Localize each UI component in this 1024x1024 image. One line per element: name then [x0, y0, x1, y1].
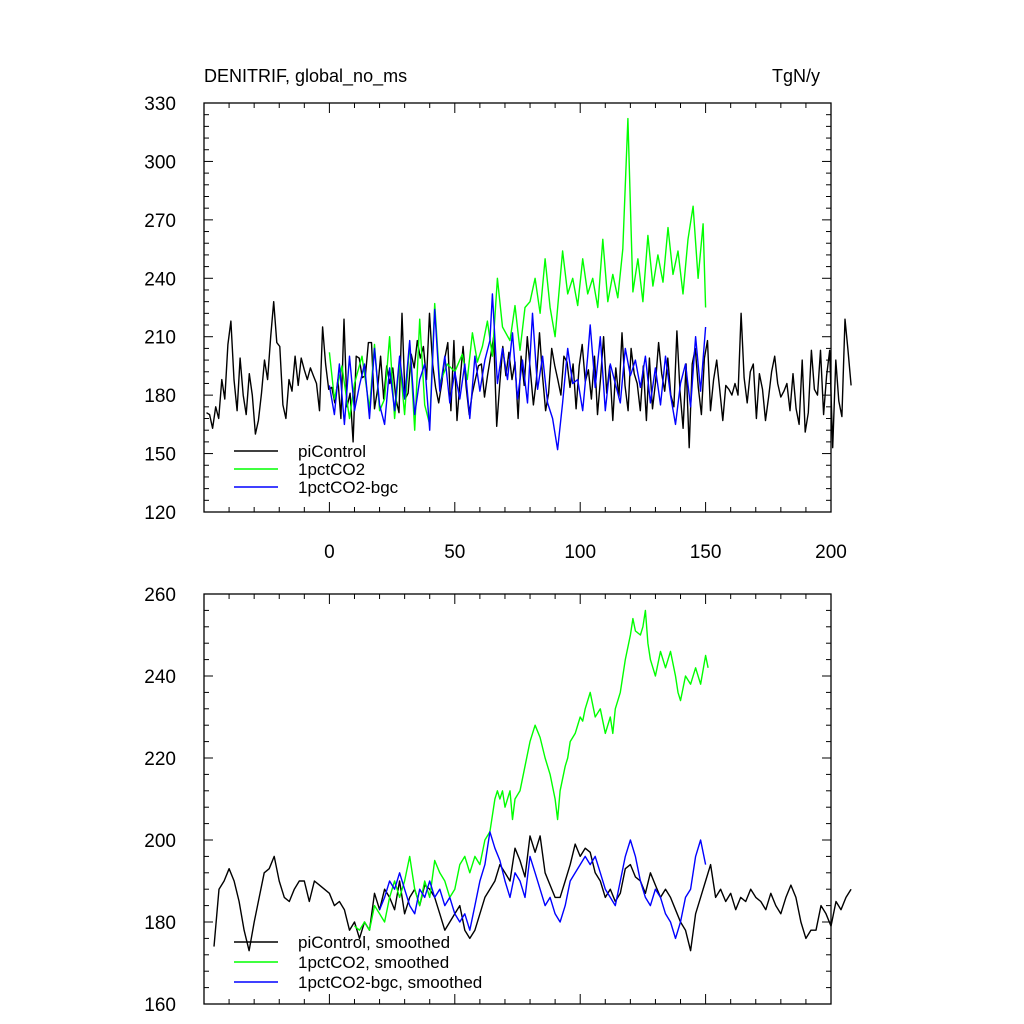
units-label: TgN/y: [772, 66, 820, 86]
top-series-layer: [206, 117, 852, 451]
series-line-2: [328, 117, 707, 431]
y-tick-label: 200: [144, 831, 176, 852]
x-tick-label: 0: [324, 542, 335, 563]
plot-frame: [203, 102, 832, 513]
y-tick-label: 210: [144, 328, 176, 349]
series-line-1: [213, 835, 852, 952]
legend-label: 1pctCO2: [298, 460, 365, 479]
top-panel: DENITRIF, global_no_ms TgN/y 120 150 180 21…: [144, 66, 852, 563]
legend-label: 1pctCO2-bgc: [298, 478, 399, 497]
plot-frame: [203, 593, 832, 1005]
x-tick-label: 200: [815, 542, 847, 563]
legend-label: piControl, smoothed: [298, 933, 450, 952]
series-line-1: [206, 301, 852, 449]
y-tick-label: 220: [144, 749, 176, 770]
y-tick-label: 120: [144, 503, 176, 524]
legend-label: 1pctCO2-bgc, smoothed: [298, 973, 482, 992]
series-line-2: [354, 609, 709, 931]
y-tick-label: 330: [144, 94, 176, 115]
y-tick-label: 240: [144, 269, 176, 290]
y-tick-label: 160: [144, 995, 176, 1016]
y-tick-label: 260: [144, 585, 176, 606]
series-line-3: [378, 831, 707, 940]
series-line-3: [328, 293, 707, 451]
y-tick-label: 180: [144, 913, 176, 934]
bottom-axes: 160 180 200 220 240 260: [144, 585, 832, 1016]
x-tick-label: 50: [444, 542, 465, 563]
x-tick-label: 150: [690, 542, 722, 563]
y-tick-label: 150: [144, 445, 176, 466]
top-axes: 120 150 180 210 240 270 300 330 0 50 100 150 200: [144, 94, 847, 563]
x-tick-label: 100: [564, 542, 596, 563]
bottom-series-layer: [213, 609, 852, 952]
y-tick-label: 300: [144, 152, 176, 173]
y-tick-label: 270: [144, 211, 176, 232]
chart-title: DENITRIF, global_no_ms: [204, 66, 407, 87]
legend-label: 1pctCO2, smoothed: [298, 953, 449, 972]
legend-label: piControl: [298, 442, 366, 461]
y-tick-label: 180: [144, 386, 176, 407]
y-tick-label: 240: [144, 667, 176, 688]
